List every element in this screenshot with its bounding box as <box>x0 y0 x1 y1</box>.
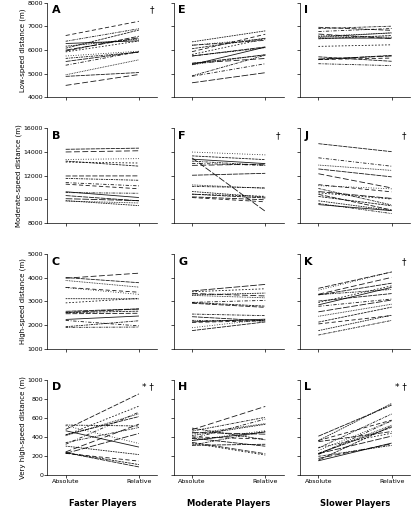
Text: H: H <box>178 383 187 392</box>
Y-axis label: Very high-speed distance (m): Very high-speed distance (m) <box>20 376 26 479</box>
Text: B: B <box>52 131 60 141</box>
Text: C: C <box>52 257 60 267</box>
Text: †: † <box>402 257 407 266</box>
Text: Moderate Players: Moderate Players <box>187 499 270 508</box>
Text: E: E <box>178 6 186 15</box>
Text: Faster Players: Faster Players <box>68 499 136 508</box>
Text: J: J <box>304 131 309 141</box>
Text: Slower Players: Slower Players <box>320 499 390 508</box>
Text: †: † <box>276 131 280 140</box>
Text: D: D <box>52 383 61 392</box>
Y-axis label: Moderate-speed distance (m): Moderate-speed distance (m) <box>16 124 22 227</box>
Y-axis label: Low-speed distance (m): Low-speed distance (m) <box>20 8 26 92</box>
Text: F: F <box>178 131 186 141</box>
Text: K: K <box>304 257 313 267</box>
Text: G: G <box>178 257 187 267</box>
Text: L: L <box>304 383 311 392</box>
Text: †: † <box>150 6 154 14</box>
Text: I: I <box>304 6 309 15</box>
Text: †: † <box>402 131 407 140</box>
Text: * †: * † <box>142 383 154 391</box>
Text: * †: * † <box>395 383 407 391</box>
Y-axis label: High-speed distance (m): High-speed distance (m) <box>20 259 26 344</box>
Text: A: A <box>52 6 61 15</box>
